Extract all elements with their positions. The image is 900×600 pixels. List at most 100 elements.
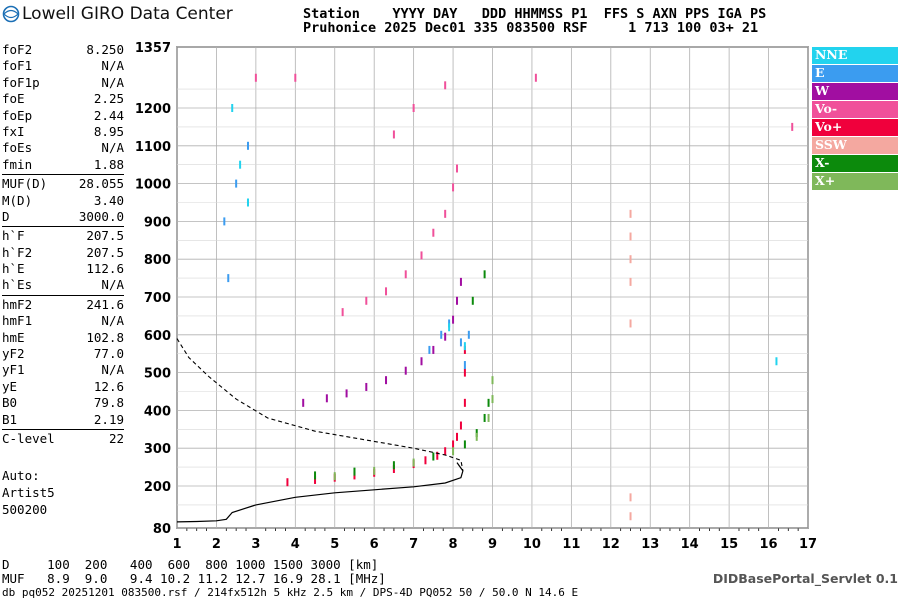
param-key: hmF1 [2,313,33,329]
x-tick-label: 9 [488,537,497,552]
legend-item: Vo- [812,101,898,118]
param-row: foF2 8.250 [2,42,124,58]
param-value: N/A [101,362,124,378]
param-value: 207.5 [86,244,124,260]
model-profile-dashed [176,338,464,472]
data-point [302,398,305,407]
param-key: h`F [2,228,25,244]
param-value: 207.5 [86,228,124,244]
data-point [223,217,226,226]
data-point [385,376,388,385]
grid-layer [176,46,809,531]
data-point [412,104,415,112]
param-value: N/A [101,74,124,90]
param-key: C-level [2,430,55,446]
param-key: fmin [2,156,33,172]
param-key: foF2 [2,42,33,57]
data-point [325,394,328,403]
data-point [471,296,474,305]
data-point [365,382,368,391]
data-point [404,270,407,279]
data-point [440,330,443,339]
data-point [231,104,234,112]
x-tick-label: 12 [602,537,620,552]
data-point [412,458,415,467]
data-point [456,432,459,441]
x-tick-label: 8 [449,537,458,552]
servlet-label: DIDBasePortal_Servlet 0.1 [712,571,898,586]
param-value: 1.88 [93,156,124,172]
data-point [629,277,632,286]
data-point [448,323,451,332]
x-tick-label: 2 [212,537,221,552]
data-point [444,447,447,456]
data-point [491,395,494,404]
data-point [246,198,249,207]
param-row: h`E 112.6 [2,261,124,277]
param-value: N/A [101,140,124,156]
param-row: B1 2.19 [2,412,124,428]
param-key: h`F2 [2,244,33,260]
panel-separator [2,226,124,228]
param-row: M(D) 3.40 [2,193,124,209]
param-row: h`F 207.5 [2,228,124,244]
y-tick-label: 1357 [135,41,171,56]
legend-item: X+ [812,173,898,190]
param-key: yF1 [2,362,25,378]
data-point [424,456,427,465]
x-tick-label: 1 [172,537,181,552]
param-key: foF1p [2,74,40,90]
data-point [456,164,459,173]
legend-item: Vo+ [812,119,898,136]
footer-info: db pq052 20251201 083500.rsf / 214fx512h… [2,586,579,599]
data-point [775,357,778,366]
param-key: yF2 [2,346,25,362]
param-row: yF2 77.0 [2,346,124,362]
param-row: C-level 22 [2,431,124,447]
data-point [353,467,356,476]
x-tick-label: 13 [641,537,659,552]
x-tick-label: 16 [760,537,778,552]
data-point [463,368,466,377]
data-point [467,330,470,339]
param-key: h`Es [2,277,33,293]
param-value: N/A [101,58,124,74]
param-row: hmE 102.8 [2,330,124,346]
data-points-layer [223,73,794,521]
data-point [404,366,407,375]
param-value: 77.0 [93,346,124,362]
param-row: foF1 N/A [2,58,124,74]
data-point [428,345,431,354]
data-point [246,141,249,150]
y-tick-label: 1000 [135,178,171,193]
data-point [463,342,466,351]
param-key: fxI [2,123,25,139]
data-point [452,440,455,449]
data-point [420,357,423,366]
data-point [432,452,435,461]
data-point [463,440,466,449]
param-key: yE [2,378,18,394]
y-tick-label: 200 [144,480,171,495]
data-point [444,332,447,341]
panel-separator [2,294,124,296]
data-point [791,122,794,131]
param-row: h`F2 207.5 [2,245,124,261]
data-point [475,432,478,441]
data-point [294,73,297,82]
muf-distance-row: D 100 200 400 600 800 1000 1500 3000 [km… [2,557,379,572]
data-point [314,471,317,480]
polarization-legend: NNE E W Vo- Vo+ SSW X- X+ [812,47,898,191]
autoscaling-info: Auto: Artist5 500200 [2,467,55,518]
legend-item: X- [812,155,898,172]
x-tick-label: 7 [409,537,418,552]
x-tick-label: 3 [251,537,260,552]
x-tick-label: 6 [370,537,379,552]
param-row: MUF(D) 28.055 [2,176,124,192]
param-row: yE 12.6 [2,379,124,395]
header-line-1: Station YYYY DAY DDD HHMMSS P1 FFS S AXN… [303,6,767,22]
data-point [254,73,257,82]
param-row: foEs N/A [2,140,124,156]
data-point [456,296,459,305]
